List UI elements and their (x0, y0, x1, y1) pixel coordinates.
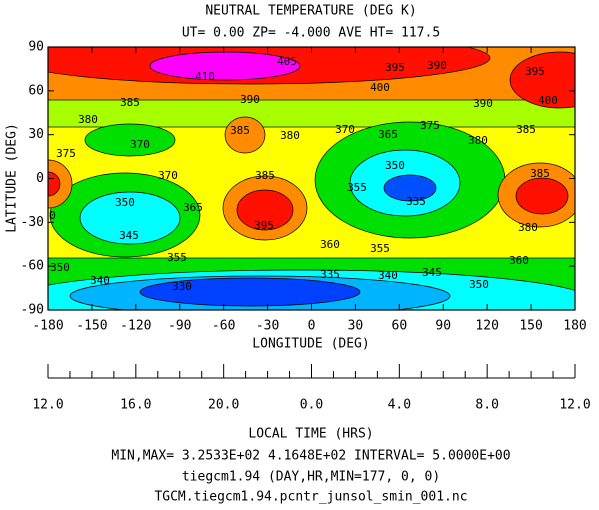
x-tick-label: 60 (392, 319, 408, 334)
x-tick-label: -90 (168, 319, 191, 334)
contour-fill (79, 191, 181, 245)
contour-label: 345 (422, 266, 442, 279)
contour-label: 350 (115, 196, 135, 209)
contour-label: 400 (538, 94, 558, 107)
footer: MIN,MAX= 3.2533E+02 4.1648E+02 INTERVAL=… (111, 449, 510, 464)
x2-tick-label: 0.0 (300, 398, 323, 413)
x-tick-label: -180 (32, 319, 63, 334)
contour-label: 385 (530, 167, 550, 180)
contour-label: 380 (280, 129, 300, 142)
contour-label: 390 (427, 59, 447, 72)
contour-label: 365 (378, 128, 398, 141)
chart-subtitle: UT= 0.00 ZP= -4.000 AVE HT= 117.5 (182, 26, 440, 41)
contour-label: 380 (468, 134, 488, 147)
contour-fill (84, 123, 176, 157)
contour-fill (509, 51, 575, 109)
contour-label: 330 (172, 280, 192, 293)
contour-field: 405 410 395 390 395 400 400 385 390 390 380 370 385 3… (36, 47, 575, 310)
x-tick-label: 90 (435, 319, 451, 334)
contour-label: 370 (130, 138, 150, 151)
x2-tick-label: 4.0 (388, 398, 411, 413)
contour-label: 380 (518, 221, 538, 234)
contour-label: 350 (50, 261, 70, 274)
x-tick-label: 0 (308, 319, 316, 334)
contour-label: 355 (347, 181, 367, 194)
x-axis-label: LONGITUDE (DEG) (252, 337, 369, 352)
contour-label: 400 (370, 81, 390, 94)
y-tick-label: -90 (21, 303, 44, 318)
contour-label: 395 (254, 219, 274, 232)
y-tick-label: 30 (28, 127, 44, 142)
chart-title: NEUTRAL TEMPERATURE (DEG K) (205, 4, 416, 19)
contour-label: 340 (90, 274, 110, 287)
contour-label: 395 (385, 61, 405, 74)
contour-label: 390 (240, 93, 260, 106)
x-tick-label: 30 (348, 319, 364, 334)
x2-tick-label: 20.0 (208, 398, 239, 413)
y-tick-label: 60 (28, 83, 44, 98)
contour-label: 335 (406, 195, 426, 208)
contour-fill (224, 116, 266, 154)
x2-axis-label: LOCAL TIME (HRS) (248, 427, 373, 442)
contour-label: 355 (370, 242, 390, 255)
contour-label: 380 (78, 113, 98, 126)
contour-label: 340 (378, 269, 398, 282)
contour-label: 385 (516, 123, 536, 136)
y-tick-label: -60 (21, 259, 44, 274)
contour-label: 375 (56, 147, 76, 160)
contour-label: 350 (385, 159, 405, 172)
contour-label: 345 (119, 229, 139, 242)
y-axis-label: LATITUDE (DEG) (5, 123, 20, 233)
contour-label: 385 (255, 169, 275, 182)
contour-fill (149, 51, 301, 81)
contour-label: 360 (36, 209, 56, 222)
contour-label: 350 (469, 278, 489, 291)
contour-label: 410 (195, 70, 215, 83)
contour-label: 335 (320, 268, 340, 281)
contour-label: 375 (420, 119, 440, 132)
y-tick-label: 0 (36, 171, 44, 186)
contour-label: 405 (277, 55, 297, 68)
x-tick-label: -30 (256, 319, 279, 334)
contour-label: 365 (183, 201, 203, 214)
x2-tick-label: 12.0 (559, 398, 590, 413)
contour-label: 395 (525, 65, 545, 78)
contour-label: 370 (158, 169, 178, 182)
y-tick-label: 90 (28, 40, 44, 55)
contour-label: 360 (509, 254, 529, 267)
contour-label: 385 (120, 96, 140, 109)
x-tick-label: 120 (475, 319, 498, 334)
contour-label: 385 (230, 124, 250, 137)
x2-tick-label: 16.0 (120, 398, 151, 413)
contour-fill (515, 177, 569, 215)
x-tick-label: -120 (120, 319, 151, 334)
contour-fill (139, 277, 361, 307)
contour-fill (383, 174, 437, 202)
x-tick-label: -60 (212, 319, 235, 334)
x-tick-label: -150 (76, 319, 107, 334)
contour-label: 355 (167, 251, 187, 264)
footer: TGCM.tiegcm1.94.pcntr_junsol_smin_001.nc (154, 490, 467, 505)
y-tick-label: -30 (21, 215, 44, 230)
x-tick-label: 150 (519, 319, 542, 334)
x-tick-label: 180 (563, 319, 586, 334)
footer: tiegcm1.94 (DAY,HR,MIN=177, 0, 0) (182, 470, 440, 485)
contour-label: 360 (320, 238, 340, 251)
contour-label: 390 (473, 97, 493, 110)
x2-tick-label: 8.0 (475, 398, 498, 413)
x2-tick-label: 12.0 (32, 398, 63, 413)
contour-label: 370 (335, 123, 355, 136)
contour-fill (236, 189, 294, 231)
